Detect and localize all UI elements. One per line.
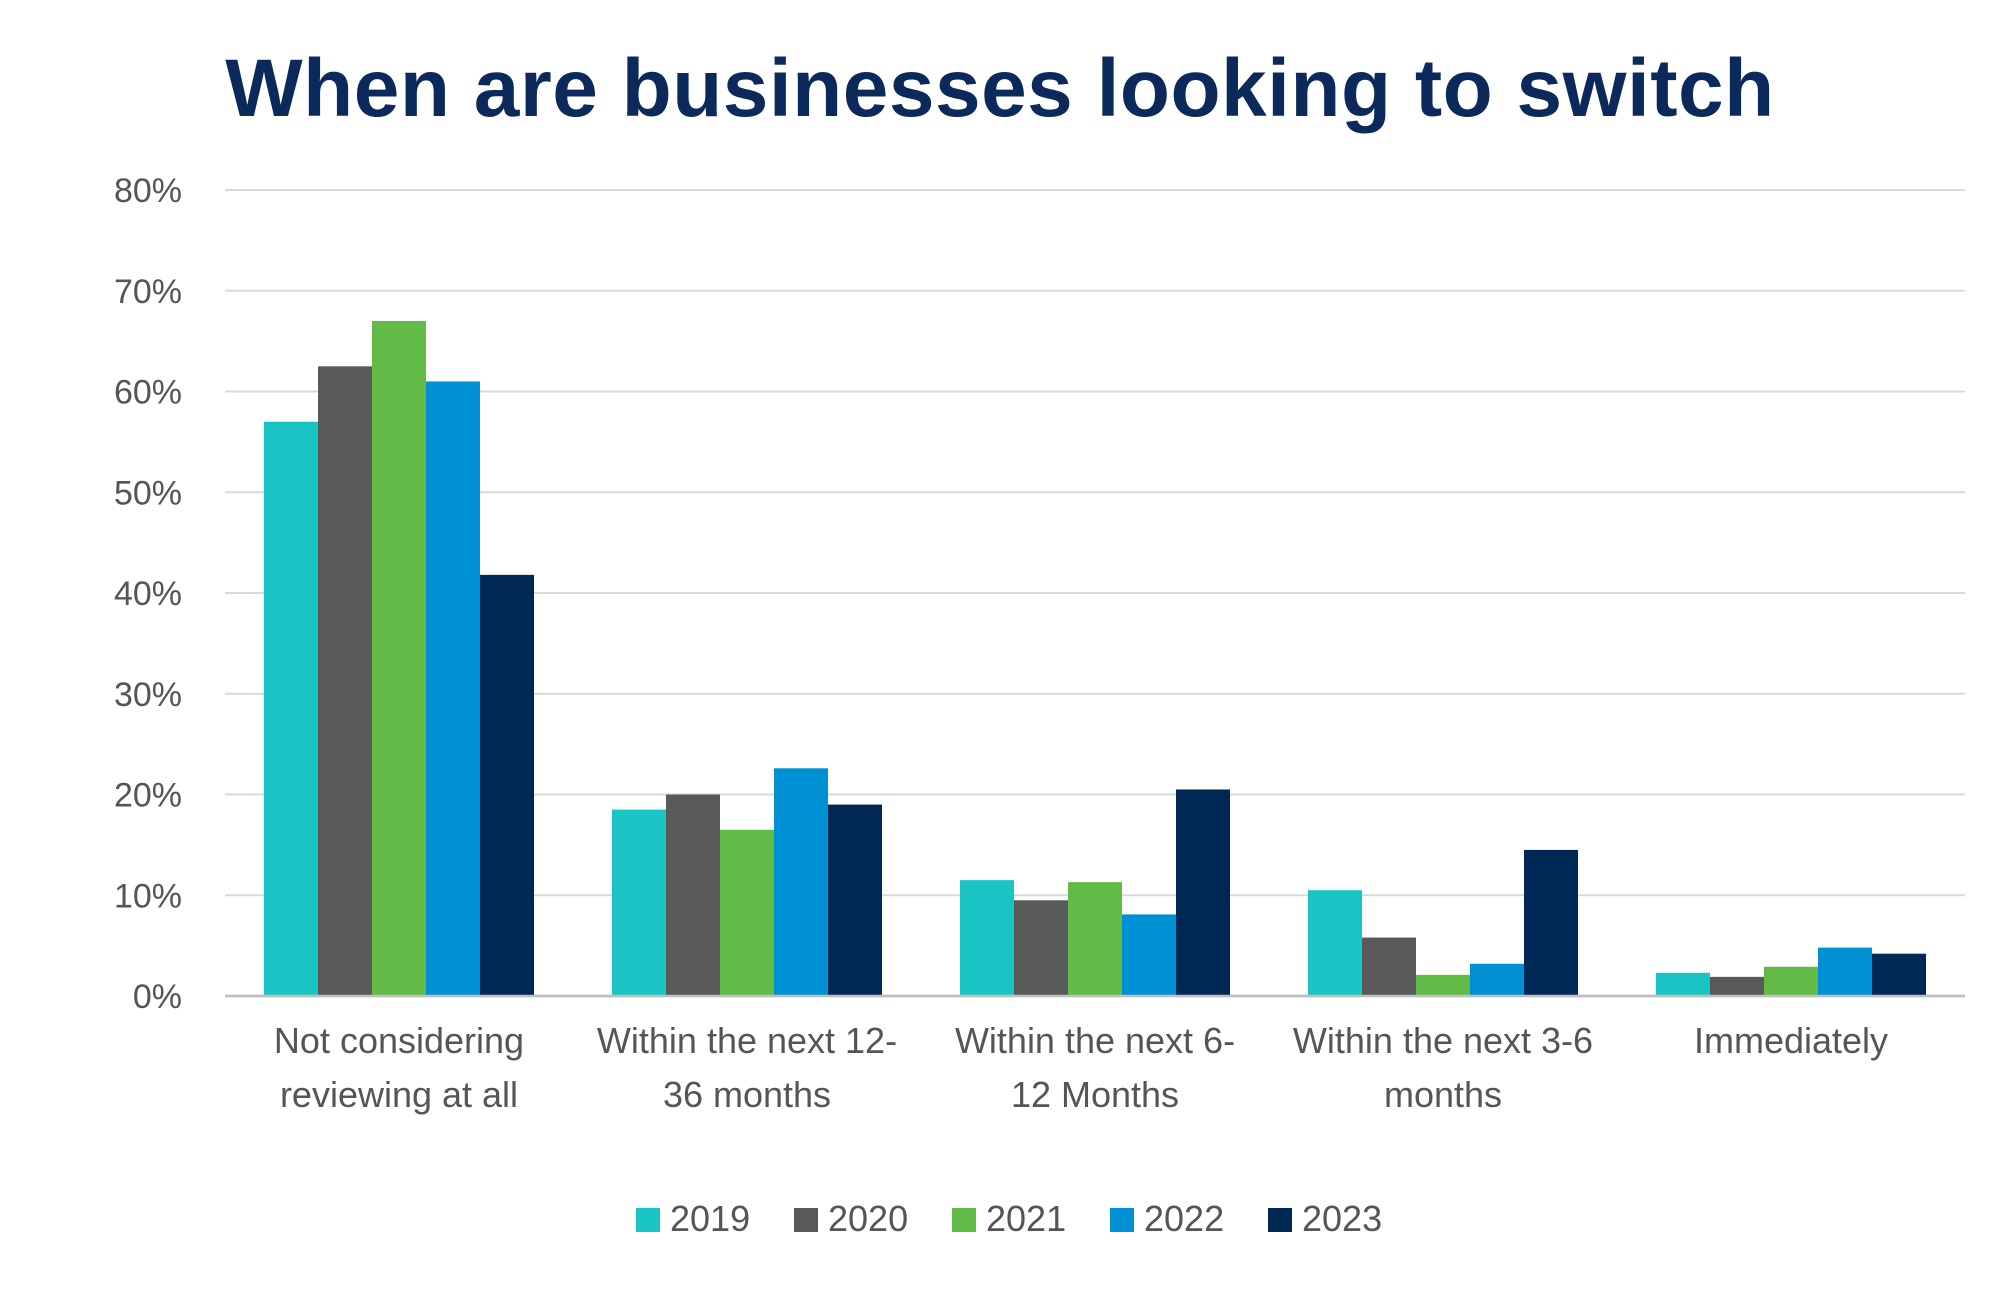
bar-2023 [1176, 789, 1230, 996]
category-label: Within the next 3-6 months [1293, 1020, 1593, 1115]
legend-label: 2023 [1302, 1198, 1382, 1239]
legend-label: 2021 [986, 1198, 1066, 1239]
legend-swatch [794, 1208, 818, 1232]
bar-2023 [1524, 849, 1578, 996]
legend-swatch [952, 1208, 976, 1232]
bar-2019 [1656, 972, 1710, 996]
category-label: Within the next 6-12 Months [955, 1020, 1235, 1115]
bar-2021 [1068, 882, 1122, 996]
y-tick-label: 10% [114, 877, 182, 915]
bar-2023 [828, 804, 882, 996]
y-tick-label: 70% [114, 273, 182, 311]
bar-2021 [372, 320, 426, 997]
legend-label: 2019 [670, 1198, 750, 1239]
bar-2020 [318, 366, 372, 996]
legend-label: 2022 [1144, 1198, 1224, 1239]
bar-2020 [666, 794, 720, 996]
bar-2019 [612, 809, 666, 996]
y-tick-label: 30% [114, 676, 182, 714]
bar-2020 [1362, 937, 1416, 996]
bar-2020 [1014, 900, 1068, 996]
bar-2022 [774, 768, 828, 996]
bar-2019 [264, 421, 318, 997]
category-label: Immediately [1694, 1020, 1888, 1061]
bar-2021 [1764, 966, 1818, 996]
bar-2022 [1818, 947, 1872, 996]
bar-2023 [480, 574, 534, 996]
bar-2021 [720, 829, 774, 996]
y-axis-ticks: 0% 10% 20% 30% 40% 50% 60% 70% 80% [114, 172, 182, 1016]
y-tick-label: 60% [114, 374, 182, 412]
bar-2022 [1470, 963, 1524, 996]
y-tick-label: 20% [114, 777, 182, 815]
legend: 2019 2020 2021 2022 2023 [636, 1198, 1382, 1239]
bar-2022 [426, 381, 480, 996]
y-tick-label: 40% [114, 575, 182, 613]
y-tick-label: 80% [114, 172, 182, 210]
bars [225, 320, 1965, 998]
y-tick-label: 50% [114, 474, 182, 512]
chart-title: When are businesses looking to switch [225, 43, 1775, 134]
bar-2019 [1308, 890, 1362, 996]
bar-2021 [1416, 974, 1470, 996]
category-label: Within the next 12-36 months [597, 1020, 897, 1115]
legend-swatch [1268, 1208, 1292, 1232]
bar-2022 [1122, 914, 1176, 996]
legend-swatch [636, 1208, 660, 1232]
category-label: Not considering reviewing at all [274, 1020, 524, 1115]
bar-2019 [960, 880, 1014, 996]
bar-2023 [1872, 953, 1926, 996]
legend-label: 2020 [828, 1198, 908, 1239]
x-axis-labels: Not considering reviewing at all Within th… [274, 1020, 1888, 1115]
y-tick-label: 0% [133, 978, 182, 1016]
bar-2020 [1710, 976, 1764, 996]
legend-swatch [1110, 1208, 1134, 1232]
